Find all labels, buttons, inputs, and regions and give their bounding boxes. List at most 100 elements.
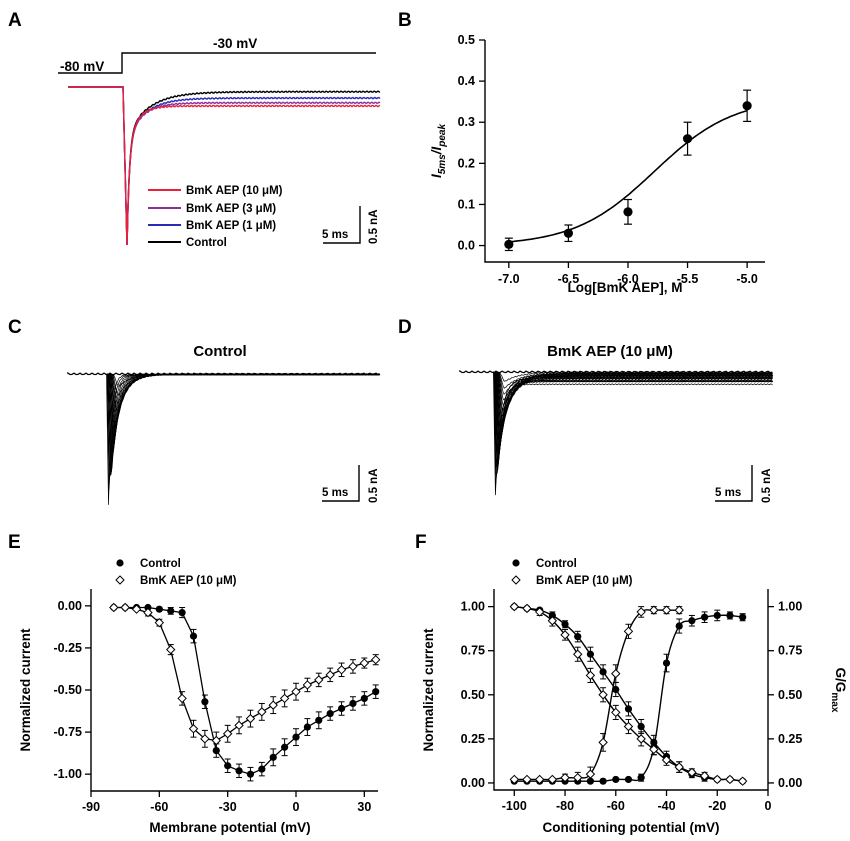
data-point — [636, 607, 646, 617]
data-point — [522, 603, 532, 614]
sweep-trace — [110, 373, 380, 440]
x-tick-label: 30 — [357, 800, 371, 814]
y-label-mid: /I — [429, 147, 444, 156]
data-point — [336, 665, 347, 675]
data-point — [302, 680, 313, 690]
data-point — [547, 774, 558, 785]
data-point — [326, 709, 334, 718]
sweep-trace — [494, 372, 773, 465]
data-point — [623, 626, 634, 637]
panel-letter-e: E — [8, 532, 21, 553]
data-point — [222, 729, 233, 739]
data-point — [281, 743, 289, 751]
y-tick-label: 0.3 — [458, 115, 475, 129]
data-point — [201, 698, 209, 706]
right-y-tick-label: 0.25 — [778, 732, 802, 746]
data-point — [291, 686, 301, 697]
y-tick-label: -0.75 — [54, 725, 83, 739]
data-point — [303, 723, 311, 731]
y-tick-label: 0.50 — [461, 688, 485, 702]
data-point — [624, 705, 633, 713]
data-point — [611, 707, 621, 718]
data-point — [742, 101, 752, 111]
x-tick-label: -80 — [556, 799, 574, 813]
data-point — [522, 774, 532, 785]
data-point — [688, 617, 696, 625]
x-tick-label: -6.0 — [617, 272, 639, 286]
y-tick-label: 0.00 — [461, 776, 485, 790]
y-label-i: I — [429, 174, 444, 178]
data-point — [177, 693, 187, 704]
data-point — [235, 767, 243, 775]
x-tick-label: -30 — [219, 800, 237, 814]
data-point — [674, 762, 684, 772]
legend-label-toxin: BmK AEP (10 μM) — [140, 575, 237, 587]
data-point — [739, 613, 747, 621]
data-point — [661, 755, 672, 765]
sweep-trace — [107, 373, 381, 476]
legend-marker-control — [512, 559, 520, 567]
x-tick-label: 0 — [765, 799, 772, 813]
x-tick-label: -60 — [150, 800, 168, 814]
data-point — [737, 776, 748, 786]
y-tick-label: 0.2 — [458, 156, 475, 170]
data-point — [257, 707, 267, 717]
data-point — [234, 720, 244, 731]
data-point — [337, 704, 346, 713]
data-point — [360, 694, 368, 703]
right-y-axis-label: G/Gmax — [829, 668, 848, 713]
data-point — [700, 613, 709, 621]
legend-label-1um: BmK AEP (1 μM) — [186, 220, 276, 232]
x-tick-label: -6.5 — [558, 272, 580, 286]
axis-ticks: -7.0 -6.5 -6.0 -5.5 -5.0 0.0 0.1 0.2 0.3 0.4 0.5 — [458, 33, 758, 286]
scale-bar: 5 ms 0.5 nA — [322, 465, 380, 503]
y-tick-label: -0.25 — [54, 641, 83, 655]
data-point — [713, 611, 721, 620]
data-point — [574, 633, 582, 641]
legend-label-control: Control — [140, 558, 181, 570]
sweep-trace — [494, 372, 773, 468]
legend-marker-toxin — [115, 575, 125, 585]
current-traces — [459, 369, 774, 496]
data-point — [599, 668, 607, 676]
sweep-trace — [106, 373, 380, 505]
data-point — [624, 775, 633, 784]
y-tick-label: 0.0 — [458, 239, 475, 253]
data-point — [623, 207, 633, 217]
legend: BmK AEP (10 μM) BmK AEP (3 μM) BmK AEP (… — [148, 185, 283, 249]
data-point — [154, 617, 165, 628]
y-tick-label: -0.50 — [54, 683, 83, 697]
trace-0 — [68, 86, 381, 246]
scale-bar-current: 0.5 nA — [761, 468, 773, 503]
y-tick-label: 0.25 — [461, 732, 485, 746]
hill-fit-line — [508, 109, 748, 243]
data-point — [315, 716, 323, 724]
panel-letter-c: C — [8, 317, 22, 338]
right-y-tick-label: 0.50 — [778, 688, 802, 702]
data-point — [561, 620, 569, 628]
data-point — [712, 774, 722, 785]
data-point — [637, 722, 645, 731]
sweep-trace — [495, 372, 773, 462]
sweep-trace — [494, 371, 773, 472]
legend-label-toxin: BmK AEP (10 μM) — [536, 575, 633, 587]
x-tick-label: -5.0 — [736, 272, 758, 286]
axis-ticks: -100 -80 -60 -40 -20 0 0.00 0.00 0.25 0.25 0.50 0.5… — [461, 600, 803, 813]
right-y-label-sub: max — [829, 692, 840, 712]
y-tick-label: -1.00 — [54, 767, 83, 781]
panel-letter-a: A — [8, 10, 22, 31]
data-point — [598, 737, 608, 748]
right-y-tick-label: 0.00 — [778, 776, 802, 790]
data-points — [109, 602, 381, 782]
legend: Control BmK AEP (10 μM) — [115, 558, 237, 587]
data-point — [325, 670, 335, 680]
panel-d-title: BmK AEP (10 μM) — [547, 343, 673, 360]
sweep-trace — [111, 373, 380, 420]
data-point — [649, 605, 659, 615]
data-point — [636, 734, 646, 744]
sweep-trace — [493, 371, 773, 485]
data-point — [120, 602, 130, 613]
data-point — [269, 753, 277, 761]
x-axis-label: Membrane potential (mV) — [149, 820, 310, 835]
data-point — [675, 622, 683, 630]
